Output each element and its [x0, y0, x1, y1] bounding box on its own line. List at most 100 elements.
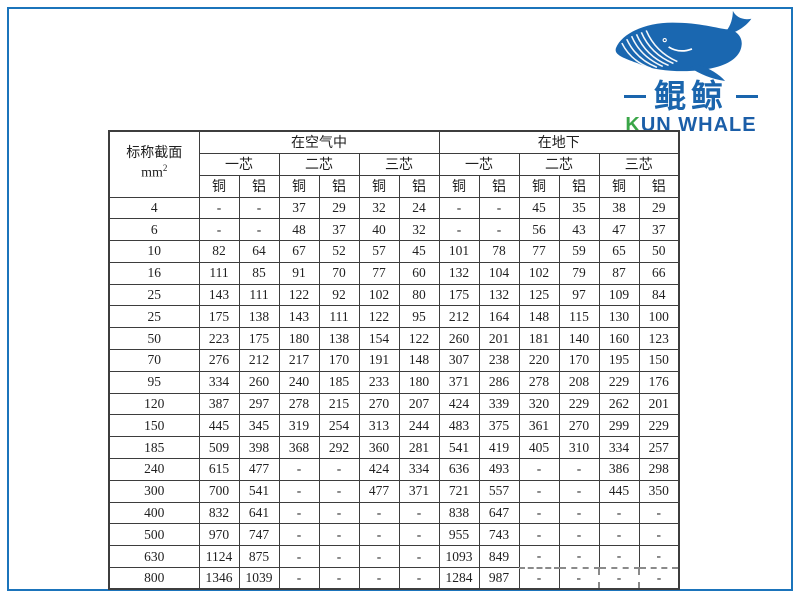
table-cell: 201 — [638, 392, 680, 416]
row-header-cell: 120 — [108, 392, 200, 416]
table-cell: 59 — [558, 240, 600, 263]
material-header-cell: 铝 — [398, 174, 440, 198]
table-cell: - — [398, 523, 440, 547]
material-header-cell: 铜 — [358, 174, 400, 198]
table-cell: 37 — [638, 218, 680, 242]
material-header-cell: 铜 — [518, 174, 560, 198]
table-cell: 260 — [438, 327, 480, 351]
table-cell: - — [318, 523, 360, 547]
core-header-cell: 三芯 — [358, 152, 440, 176]
table-cell: 160 — [598, 327, 640, 351]
table-cell: 286 — [478, 370, 520, 394]
row-header-cell: 630 — [108, 545, 200, 569]
table-cell: 102 — [518, 261, 560, 285]
row-header-cell: 400 — [108, 501, 200, 525]
table-cell: 109 — [598, 283, 640, 307]
table-cell: - — [438, 196, 480, 220]
row-header-cell: 25 — [108, 305, 200, 329]
table-cell: 170 — [558, 349, 600, 372]
table-cell: 615 — [198, 458, 240, 481]
table-cell: 334 — [398, 458, 440, 481]
core-header-cell: 一芯 — [438, 152, 520, 176]
table-cell: - — [518, 545, 560, 569]
table-cell: 138 — [238, 305, 280, 329]
table-cell: 29 — [638, 196, 680, 220]
table-cell: 92 — [318, 283, 360, 307]
table-cell: 64 — [238, 240, 280, 263]
table-cell: 310 — [558, 436, 600, 460]
table-cell: 260 — [238, 370, 280, 394]
row-header-cell: 16 — [108, 261, 200, 285]
material-header-cell: 铜 — [198, 174, 240, 198]
table-cell: 270 — [558, 414, 600, 438]
table-cell: 220 — [518, 349, 560, 372]
table-cell: 298 — [638, 458, 680, 481]
table-cell: 87 — [598, 261, 640, 285]
table-cell: 24 — [398, 196, 440, 220]
table-cell: - — [518, 501, 560, 525]
table-cell: 1093 — [438, 545, 480, 569]
table-cell: 43 — [558, 218, 600, 242]
core-header-cell: 二芯 — [518, 152, 600, 176]
table-cell: 77 — [358, 261, 400, 285]
material-header-cell: 铜 — [278, 174, 320, 198]
table-cell: 398 — [238, 436, 280, 460]
table-cell: 78 — [478, 240, 520, 263]
table-cell: 320 — [518, 392, 560, 416]
table-cell: 1346 — [198, 567, 240, 590]
table-cell: - — [558, 545, 600, 569]
table-cell: 104 — [478, 261, 520, 285]
table-cell: 747 — [238, 523, 280, 547]
table-cell: - — [278, 458, 320, 481]
table-cell: 244 — [398, 414, 440, 438]
table-cell: 641 — [238, 501, 280, 525]
table-cell: 212 — [438, 305, 480, 329]
table-cell: - — [198, 218, 240, 242]
table-cell: 849 — [478, 545, 520, 569]
table-cell: 50 — [638, 240, 680, 263]
table-cell: 257 — [638, 436, 680, 460]
table-cell: 229 — [638, 414, 680, 438]
table-cell: - — [358, 545, 400, 569]
table-cell: 65 — [598, 240, 640, 263]
logo-right-dash — [736, 95, 758, 99]
core-header-cell: 二芯 — [278, 152, 360, 176]
table-cell: 262 — [598, 392, 640, 416]
table-row: 6- -48 37 40 32- -56 43 47 37 — [108, 218, 680, 242]
table-cell: 278 — [518, 370, 560, 394]
table-row: 400 832 641- - - -838 647- - - - — [108, 501, 680, 525]
table-cell: - — [558, 479, 600, 503]
whale-icon — [615, 10, 752, 82]
table-cell: 175 — [198, 305, 240, 329]
table-cell: 66 — [638, 261, 680, 285]
table-cell: 313 — [358, 414, 400, 438]
logo-chinese-name: 鲲鲸 — [653, 78, 728, 114]
logo-left-dash — [623, 95, 646, 99]
table-cell: - — [638, 523, 680, 547]
table-cell: 319 — [278, 414, 320, 438]
table-cell: 84 — [638, 283, 680, 307]
table-cell: 164 — [478, 305, 520, 329]
table-cell: 32 — [398, 218, 440, 242]
table-cell: - — [318, 545, 360, 569]
table-cell: - — [598, 566, 640, 590]
material-header-cell: 铝 — [318, 174, 360, 198]
table-cell: 154 — [358, 327, 400, 351]
table-cell: - — [318, 501, 360, 525]
table-cell: 721 — [438, 479, 480, 503]
table-cell: 299 — [598, 414, 640, 438]
table-cell: 647 — [478, 501, 520, 525]
table-cell: 180 — [278, 327, 320, 351]
table-cell: 215 — [318, 392, 360, 416]
table-cell: 85 — [238, 261, 280, 285]
table-cell: 229 — [598, 370, 640, 394]
core-header-row: 一芯 二芯 三芯 一芯 二芯 三芯 — [109, 152, 680, 176]
table-cell: 1039 — [238, 567, 280, 590]
table-cell: - — [558, 501, 600, 525]
table-cell: 424 — [358, 458, 400, 481]
table-cell: 180 — [398, 370, 440, 394]
table-cell: 82 — [198, 240, 240, 263]
table-cell: 970 — [198, 523, 240, 547]
table-cell: - — [558, 458, 600, 481]
table-row: 150 445 345 319 254 313 244 483 375 361 270 299 229 — [108, 414, 680, 438]
